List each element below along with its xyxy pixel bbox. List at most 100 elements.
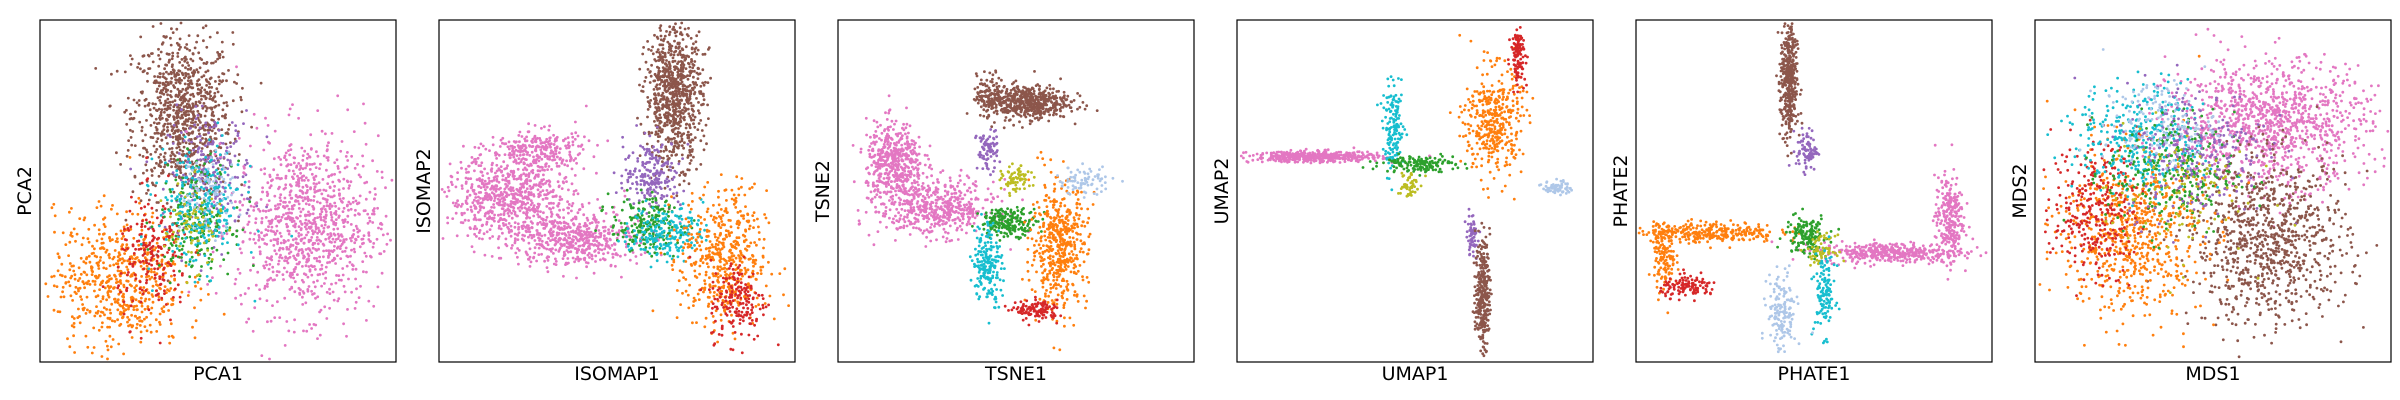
data-point-purple — [649, 153, 652, 156]
data-point-pink — [284, 158, 288, 162]
data-point-pink — [317, 247, 320, 251]
data-point-brown — [661, 128, 664, 132]
data-point-purple — [665, 177, 669, 181]
data-point-pink — [346, 151, 349, 154]
data-point-cyan — [150, 157, 154, 161]
data-point-red — [160, 247, 163, 251]
data-point-pink — [279, 241, 283, 245]
data-point-orange — [145, 264, 149, 268]
data-point-orange — [140, 228, 144, 232]
data-point-orange — [95, 276, 99, 280]
data-point-pink — [251, 329, 255, 333]
data-point-brown — [194, 100, 198, 104]
data-point-pink — [380, 170, 384, 174]
data-point-orange — [81, 303, 84, 306]
data-point-pink — [545, 205, 549, 208]
data-point-red — [160, 296, 164, 300]
data-point-orange — [128, 283, 132, 287]
data-point-purple — [198, 126, 202, 130]
data-point-green — [176, 255, 180, 259]
data-point-pink — [278, 316, 282, 319]
data-point-pink — [303, 197, 307, 201]
data-point-pink — [296, 178, 300, 182]
data-point-pink — [324, 189, 328, 193]
data-point-pink — [345, 334, 348, 338]
data-point-cyan — [207, 233, 211, 237]
data-point-orange — [116, 240, 119, 244]
data-point-purple — [621, 145, 625, 149]
data-point-pink — [300, 146, 304, 150]
data-point-pink — [238, 201, 242, 204]
data-point-brown — [638, 154, 642, 158]
data-point-brown — [679, 115, 683, 119]
data-point-pink — [368, 190, 372, 194]
data-point-pink — [304, 176, 308, 180]
data-point-brown — [699, 139, 703, 143]
data-point-pink — [302, 280, 305, 284]
data-point-pink — [339, 257, 343, 260]
data-point-red — [149, 258, 153, 262]
data-point-pink — [357, 296, 361, 299]
data-point-brown — [197, 100, 201, 103]
data-point-pink — [331, 290, 335, 294]
data-point-brown — [653, 73, 657, 76]
data-point-brown — [188, 132, 192, 135]
data-point-brown — [159, 101, 163, 105]
data-point-red — [134, 247, 138, 251]
data-point-pink — [313, 185, 317, 189]
data-point-brown — [692, 118, 696, 122]
data-point-orange — [101, 241, 105, 245]
data-point-pink — [292, 219, 296, 223]
data-point-pink — [382, 250, 386, 253]
data-point-red — [156, 267, 160, 271]
data-point-pink — [450, 183, 454, 187]
data-point-pink — [326, 158, 330, 162]
data-point-brown — [666, 98, 670, 101]
data-point-green — [167, 246, 171, 250]
data-point-orange — [117, 342, 121, 346]
data-point-pink — [306, 230, 310, 234]
data-point-purple — [665, 180, 669, 184]
data-point-olive — [189, 215, 193, 219]
data-point-orange — [64, 243, 68, 247]
data-point-brown — [654, 106, 658, 109]
data-point-brown — [197, 92, 201, 95]
data-point-purple — [210, 204, 214, 208]
data-point-pink — [288, 200, 291, 204]
data-point-brown — [231, 99, 235, 103]
data-point-brown — [202, 61, 206, 65]
data-point-purple — [646, 168, 650, 172]
data-point-purple — [620, 174, 624, 178]
data-point-olive — [187, 224, 191, 228]
data-point-pink — [258, 209, 262, 213]
data-point-pink — [517, 161, 521, 165]
data-point-brown — [172, 160, 176, 164]
data-point-pink — [305, 227, 308, 231]
data-point-orange — [154, 318, 158, 322]
data-point-pink — [297, 202, 301, 206]
data-point-brown — [222, 101, 226, 105]
data-point-orange — [52, 284, 56, 288]
data-point-brown — [683, 27, 687, 31]
data-point-brown — [152, 121, 156, 125]
data-point-pink — [313, 162, 316, 166]
data-point-brown — [638, 83, 641, 87]
data-point-purple — [654, 190, 657, 194]
data-point-pink — [376, 134, 380, 138]
data-point-cyan — [179, 197, 183, 201]
data-point-brown — [691, 80, 695, 84]
data-point-cyan — [184, 236, 188, 240]
data-point-brown — [168, 147, 172, 151]
data-point-pink — [322, 249, 325, 253]
data-point-brown — [663, 186, 667, 190]
data-point-orange — [68, 284, 72, 288]
data-point-orange — [52, 274, 56, 278]
panel-pca: PCA1 PCA2 — [14, 19, 397, 385]
data-point-orange — [87, 240, 91, 244]
data-point-brown — [165, 129, 169, 133]
data-point-green — [188, 275, 192, 279]
data-point-brown — [680, 33, 684, 37]
data-point-green — [176, 158, 180, 162]
data-point-pink — [341, 218, 345, 222]
data-point-brown — [206, 69, 210, 73]
